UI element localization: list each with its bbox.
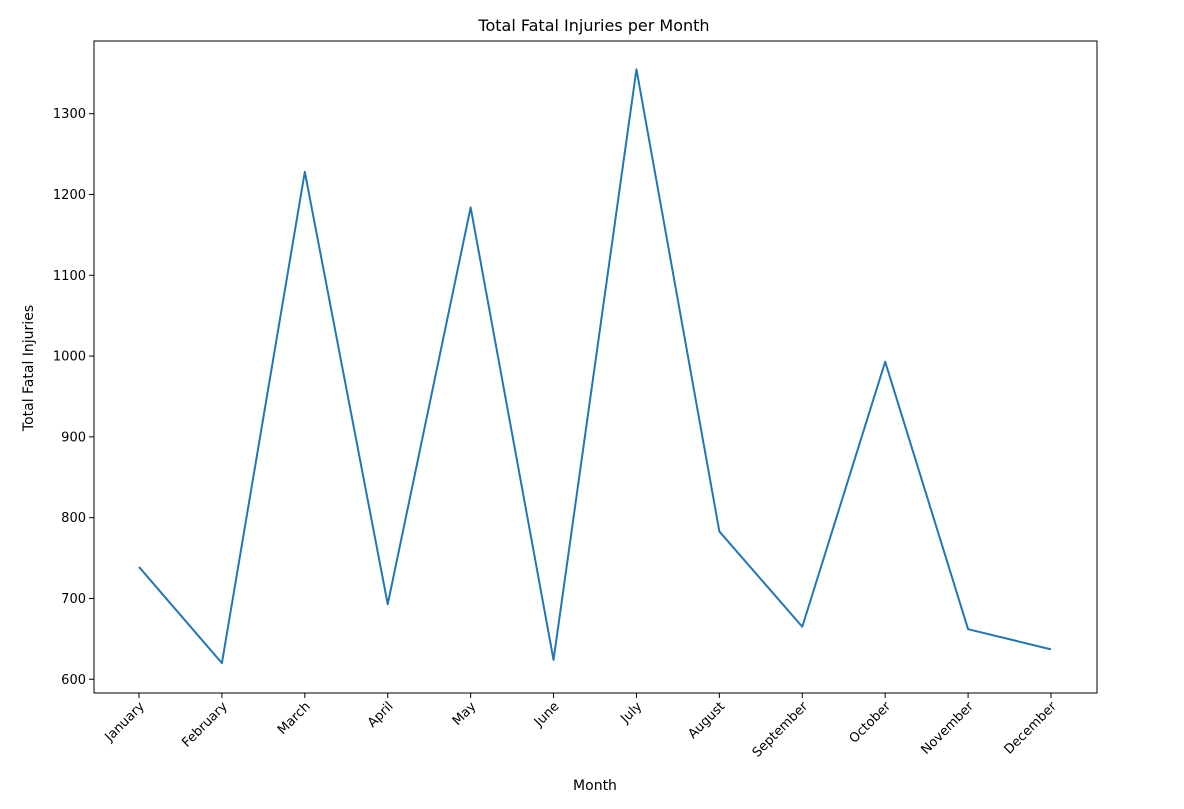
x-tick-label: April [365,699,397,731]
y-tick-label: 1100 [53,269,86,284]
x-tick-label: September [750,699,812,761]
x-tick-label: August [685,699,728,742]
y-tick-label: 1000 [53,350,86,365]
y-tick-label: 800 [61,511,86,526]
y-tick-label: 1300 [53,107,86,122]
x-axis-label: Month [573,778,617,794]
y-axis-label: Total Fatal Injuries [21,305,37,432]
x-tick-label: December [1002,699,1061,758]
x-tick-label: July [617,699,645,727]
x-tick-label: February [179,699,231,751]
x-tick-label: November [918,699,977,758]
y-tick-label: 900 [61,430,86,445]
x-tick-label: June [531,699,562,730]
series-line [138,68,1052,665]
plot-frame [93,40,1098,694]
x-tick-label: May [450,699,480,729]
y-tick-label: 600 [61,673,86,688]
x-tick-label: October [847,699,895,747]
x-axis: January February March April May June July Augu… [102,693,1061,761]
x-tick-label: March [275,699,314,738]
y-tick-label: 1200 [53,188,86,203]
y-axis: 600 700 800 900 1000 1100 1200 1300 [53,107,94,688]
chart-title: Total Fatal Injuries per Month [477,16,709,35]
plot-area [138,68,1052,665]
x-tick-label: January [102,699,148,745]
y-tick-label: 700 [61,592,86,607]
